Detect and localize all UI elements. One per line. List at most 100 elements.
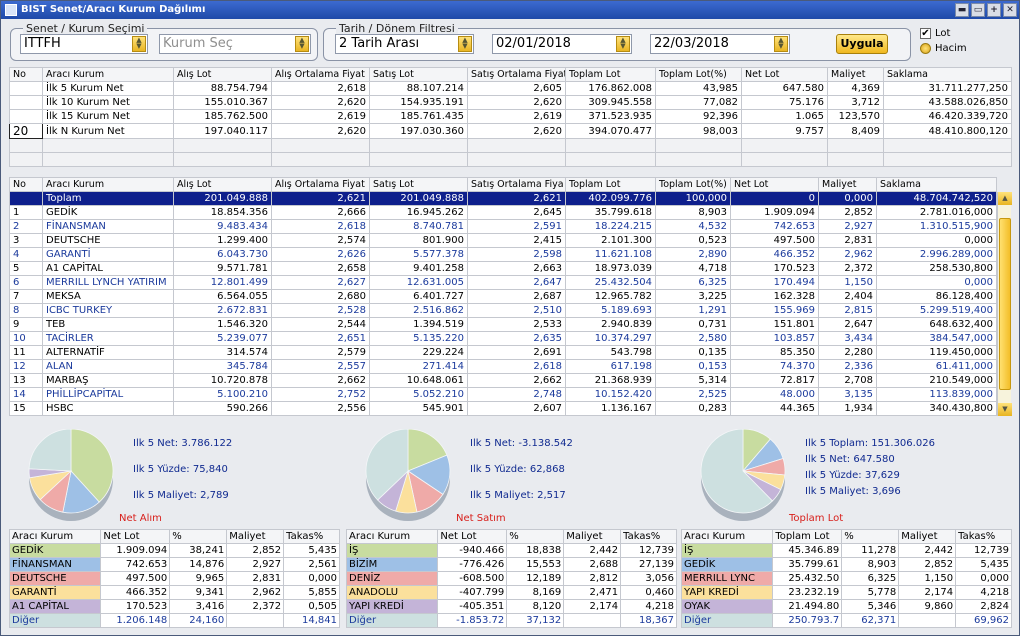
chart-table-col-header[interactable]: Aracı Kurum — [680, 529, 774, 544]
summary-row[interactable]: 20 İlk N Kurum Net 197.040.117 2,620 197.030… — [9, 123, 1012, 139]
broker-col-header[interactable]: Alış Ortalama Fiyat — [271, 177, 370, 192]
summary-row[interactable]: İlk 15 Kurum Net 185.762.500 2,619 185.761.… — [9, 109, 1012, 124]
broker-row[interactable]: 1 GEDİK 18.854.356 2,666 16.945.262 2,645 35.7… — [9, 205, 997, 220]
minimize-icon[interactable]: ▬ — [955, 3, 969, 17]
broker-row[interactable]: 6 MERRILL LYNCH YATIRIM 12.801.499 2,627 12.… — [9, 275, 997, 290]
chart-table-col-header[interactable]: Takas% — [955, 529, 1012, 544]
summary-col-header[interactable]: Saklama — [883, 67, 1012, 82]
chart-table-row[interactable]: Diğer 250.793.7 62,371 69,962 — [680, 613, 1012, 628]
summary-col-header[interactable]: Satış Lot — [369, 67, 468, 82]
apply-button[interactable]: Uygula — [836, 34, 888, 54]
summary-col-header[interactable]: Satış Ortalama Fiyat — [467, 67, 566, 82]
symbol-select[interactable]: ITTFH ▲ ▼ — [20, 34, 148, 54]
title-bar[interactable]: BIST Senet/Aracı Kurum Dağılımı ▬ ▭ + ✕ — [1, 1, 1019, 19]
chart-table-col-header[interactable]: % — [169, 529, 228, 544]
broker-col-header[interactable]: Satış Ortalama Fiya — [467, 177, 566, 192]
close-icon[interactable]: ✕ — [1003, 3, 1017, 17]
hacim-option[interactable]: Hacim — [920, 43, 967, 54]
chart-table-col-header[interactable]: % — [506, 529, 565, 544]
broker-row[interactable]: 12 ALAN 345.784 2,557 271.414 2,618 617.198 0,1… — [9, 359, 997, 374]
chart-table-row[interactable]: MERRILL LYNC 25.432.50 6,325 1,150 0,000 — [680, 571, 1012, 586]
chart-table-row[interactable]: İŞ 45.346.89 11,278 2,442 12,739 — [680, 543, 1012, 558]
broker-col-header[interactable]: Satış Lot — [369, 177, 468, 192]
summary-col-header[interactable]: No — [9, 67, 43, 82]
broker-col-header[interactable]: Toplam Lot(%) — [655, 177, 731, 192]
summary-col-header[interactable]: Net Lot — [741, 67, 828, 82]
summary-col-header[interactable]: Alış Lot — [173, 67, 272, 82]
chart-table-col-header[interactable]: Takas% — [620, 529, 677, 544]
period-dropdown-icon[interactable]: ▲ ▼ — [458, 36, 472, 52]
chart-table-row[interactable]: BİZİM -776.426 15,553 2,688 27,139 — [345, 557, 677, 572]
broker-row[interactable]: 13 MARBAŞ 10.720.878 2,662 10.648.061 2,662 21… — [9, 373, 997, 388]
chart-table-col-header[interactable]: Toplam Lot — [772, 529, 843, 544]
summary-col-header[interactable]: Toplam Lot(%) — [655, 67, 742, 82]
broker-row[interactable]: 8 ICBC TURKEY 2.672.831 2,528 2.516.862 2,510… — [9, 303, 997, 318]
chart-table-row[interactable]: DENİZ -608.500 12,189 2,812 3,056 — [345, 571, 677, 586]
kurum-dropdown-icon[interactable]: ▲ ▼ — [295, 36, 309, 52]
scroll-thumb[interactable] — [999, 218, 1011, 390]
broker-col-header[interactable]: Net Lot — [730, 177, 819, 192]
chart-table-col-header[interactable]: Maliyet — [226, 529, 285, 544]
chart-table-col-header[interactable]: % — [841, 529, 900, 544]
chart-table-col-header[interactable]: Aracı Kurum — [345, 529, 439, 544]
broker-row[interactable]: 15 HSBC 590.266 2,556 545.901 2,607 1.136.167 0… — [9, 401, 997, 416]
chart-table-row[interactable]: ANADOLU -407.799 8,169 2,471 0,460 — [345, 585, 677, 600]
chart-table-row[interactable]: A1 CAPİTAL 170.523 3,416 2,372 0,505 — [8, 599, 340, 614]
lot-option[interactable]: ✔ Lot — [920, 28, 950, 39]
broker-col-header[interactable]: Alış Lot — [173, 177, 272, 192]
broker-row[interactable]: 3 DEUTSCHE 1.299.400 2,574 801.900 2,415 2.101… — [9, 233, 997, 248]
broker-row[interactable]: 4 GARANTİ 6.043.730 2,626 5.577.378 2,598 11.6… — [9, 247, 997, 262]
chart-table-row[interactable]: İŞ -940.466 18,838 2,442 12,739 — [345, 543, 677, 558]
start-date-field[interactable]: 02/01/2018 ▲ ▼ — [492, 34, 632, 54]
scroll-down-icon[interactable]: ▼ — [998, 403, 1012, 416]
chart-table-row[interactable]: GEDİK 35.799.61 8,903 2,852 5,435 — [680, 557, 1012, 572]
summary-col-header[interactable]: Maliyet — [827, 67, 884, 82]
chart-table-row[interactable]: GEDİK 1.909.094 38,241 2,852 5,435 — [8, 543, 340, 558]
chart-table-row[interactable]: YAPI KREDİ -405.351 8,120 2,174 4,218 — [345, 599, 677, 614]
broker-col-header[interactable]: Maliyet — [818, 177, 877, 192]
symbol-dropdown-icon[interactable]: ▲ ▼ — [132, 36, 146, 52]
pie-slice[interactable] — [365, 429, 409, 501]
chart-table-col-header[interactable]: Maliyet — [898, 529, 957, 544]
chart-table-col-header[interactable]: Aracı Kurum — [8, 529, 102, 544]
broker-col-header[interactable]: Aracı Kurum — [42, 177, 174, 192]
restore-icon[interactable]: ▭ — [971, 3, 985, 17]
broker-col-header[interactable]: No — [9, 177, 43, 192]
chart-table-row[interactable]: FİNANSMAN 742.653 14,876 2,927 2,561 — [8, 557, 340, 572]
scroll-up-icon[interactable]: ▲ — [998, 192, 1012, 205]
broker-col-header[interactable]: Saklama — [876, 177, 997, 192]
chart-table-row[interactable]: Diğer 1.206.148 24,160 14,841 — [8, 613, 340, 628]
row-count-cell[interactable]: 20 — [9, 123, 43, 139]
kurum-select[interactable]: Kurum Seç ▲ ▼ — [159, 34, 311, 54]
summary-col-header[interactable]: Alış Ortalama Fiyat — [271, 67, 370, 82]
end-date-spinner-icon[interactable]: ▲ ▼ — [774, 36, 788, 52]
start-date-spinner-icon[interactable]: ▲ ▼ — [616, 36, 630, 52]
summary-col-header[interactable]: Aracı Kurum — [42, 67, 174, 82]
chart-table-col-header[interactable]: Net Lot — [437, 529, 508, 544]
summary-col-header[interactable]: Toplam Lot — [565, 67, 656, 82]
broker-table-scrollbar[interactable]: ▲ ▼ — [997, 192, 1012, 416]
lot-checkbox[interactable]: ✔ — [920, 28, 931, 39]
pie-slice[interactable] — [28, 429, 72, 472]
summary-row[interactable]: İlk 5 Kurum Net 88.754.794 2,618 88.107.214… — [9, 81, 1012, 96]
chart-table-col-header[interactable]: Maliyet — [563, 529, 622, 544]
summary-row[interactable]: İlk 10 Kurum Net 155.010.367 2,620 154.935.… — [9, 95, 1012, 110]
pie-slice[interactable] — [407, 429, 448, 472]
chart-table-col-header[interactable]: Net Lot — [100, 529, 171, 544]
chart-table-row[interactable]: GARANTİ 466.352 9,341 2,962 5,855 — [8, 585, 340, 600]
broker-row[interactable]: 14 PHİLLİPCAPİTAL 5.100.210 2,752 5.052.210 2… — [9, 387, 997, 402]
broker-row[interactable]: 9 TEB 1.546.320 2,544 1.394.519 2,533 2.940.83… — [9, 317, 997, 332]
broker-row[interactable]: 2 FİNANSMAN 9.483.434 2,618 8.740.781 2,591 18… — [9, 219, 997, 234]
pie-slice[interactable] — [70, 429, 114, 503]
end-date-field[interactable]: 22/03/2018 ▲ ▼ — [650, 34, 790, 54]
chart-table-row[interactable]: OYAK 21.494.80 5,346 9,860 2,824 — [680, 599, 1012, 614]
broker-col-header[interactable]: Toplam Lot — [565, 177, 656, 192]
chart-table-row[interactable]: Diğer -1.853.72 37,132 18,367 — [345, 613, 677, 628]
broker-row[interactable]: 5 A1 CAPİTAL 9.571.781 2,658 9.401.258 2,663 1… — [9, 261, 997, 276]
total-row[interactable]: Toplam 201.049.888 2,621 201.049.888 2,621 40… — [9, 191, 997, 206]
chart-table-col-header[interactable]: Takas% — [283, 529, 340, 544]
broker-row[interactable]: 7 MEKSA 6.564.055 2,680 6.401.727 2,687 12.965… — [9, 289, 997, 304]
broker-row[interactable]: 11 ALTERNATİF 314.574 2,579 229.224 2,691 543.… — [9, 345, 997, 360]
chart-table-row[interactable]: YAPI KREDİ 23.232.19 5,778 2,174 4,218 — [680, 585, 1012, 600]
chart-table-row[interactable]: DEUTSCHE 497.500 9,965 2,831 0,000 — [8, 571, 340, 586]
